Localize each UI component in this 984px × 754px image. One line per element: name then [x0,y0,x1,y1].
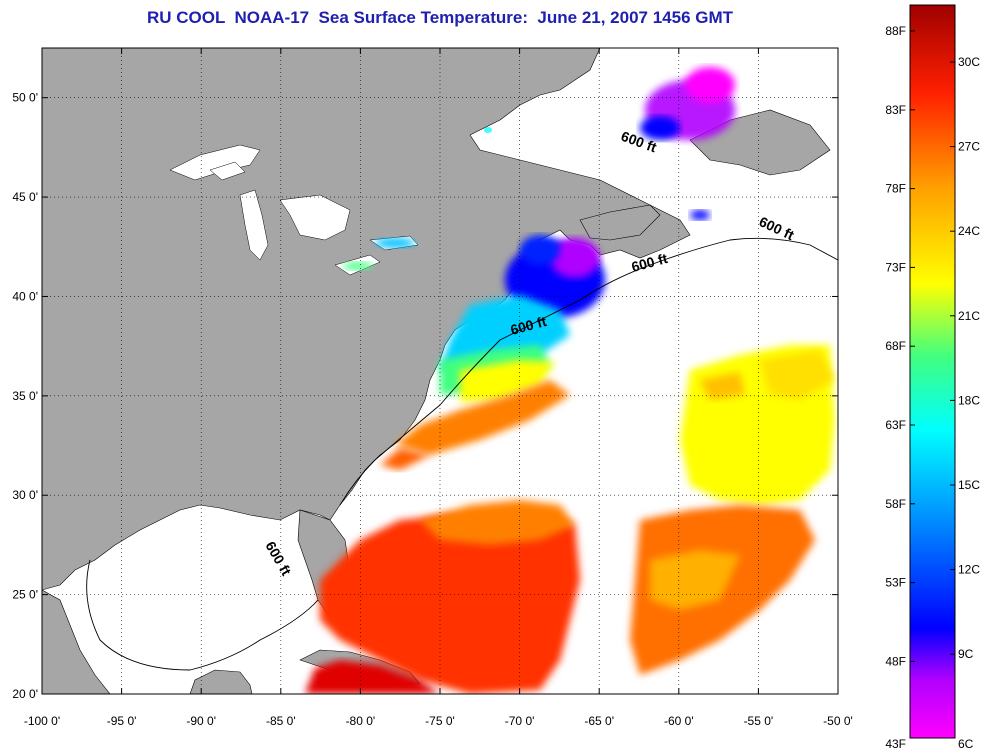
colorbar-fahrenheit-label: 88F [885,24,906,38]
colorbar-fahrenheit-label: 48F [885,654,906,668]
colorbar-fahrenheit-label: 63F [885,418,906,432]
lat-tick-label: 35 0' [12,389,38,403]
lat-tick-label: 40 0' [12,289,38,303]
map-title: RU COOL NOAA-17 Sea Surface Temperature:… [146,8,734,27]
lat-tick-label: 20 0' [12,687,38,701]
lat-tick-label: 50 0' [12,91,38,105]
lon-tick-label: -85 0' [266,714,296,728]
colorbar-celsius-label: 12C [958,563,980,577]
sst-data [305,67,835,694]
lon-tick-label: -70 0' [505,714,535,728]
land-mexico [42,589,111,694]
colorbar-celsius-label: 15C [958,478,980,492]
colorbar-celsius-label: 30C [958,55,980,69]
grid [42,48,838,694]
lon-tick-label: -50 0' [823,714,853,728]
colorbar-celsius-label: 27C [958,140,980,154]
lat-tick-label: 30 0' [12,488,38,502]
lake-north [209,161,246,181]
colorbar-fahrenheit-label: 53F [885,576,906,590]
lon-tick-label: -75 0' [425,714,455,728]
lon-tick-label: -80 0' [346,714,376,728]
lake-superior [169,144,261,181]
lon-tick-label: -55 0' [744,714,774,728]
lon-tick-label: -95 0' [107,714,137,728]
colorbar-fahrenheit-label: 58F [885,497,906,511]
colorbar-fahrenheit-label: 43F [885,737,906,751]
colorbar-celsius-label: 21C [958,309,980,323]
lon-tick-label: -65 0' [584,714,614,728]
lon-tick-label: -60 0' [664,714,694,728]
colorbar-celsius-label: 6C [958,737,974,751]
lat-tick-label: 45 0' [12,190,38,204]
colorbar: 88F 83F 78F 73F 68F 63F 58F 53F 48F 43F 30C 27C 24C… [885,4,980,751]
colorbar-fahrenheit-label: 78F [885,182,906,196]
lat-tick-label: 25 0' [12,588,38,602]
lake-michigan-huron [239,189,351,261]
latitude-axis: 20 0' 25 0' 30 0' 35 0' 40 0' 45 0' 50 0' [12,91,838,701]
land-yucatan [189,669,253,694]
colorbar-fahrenheit-label: 83F [885,103,906,117]
land-nova-scotia [579,204,661,241]
colorbar-celsius-label: 24C [958,224,980,238]
colorbar-celsius-label: 18C [958,393,980,407]
colorbar-fahrenheit-label: 68F [885,339,906,353]
depth-contour [86,237,838,671]
lon-tick-label: -100 0' [24,714,60,728]
colorbar-celsius-label: 9C [958,647,974,661]
longitude-axis: -100 0' -95 0' -90 0' -85 0' -80 0' -75 0' -70… [24,48,853,728]
lon-tick-label: -90 0' [186,714,216,728]
colorbar-fahrenheit-label: 73F [885,260,906,274]
